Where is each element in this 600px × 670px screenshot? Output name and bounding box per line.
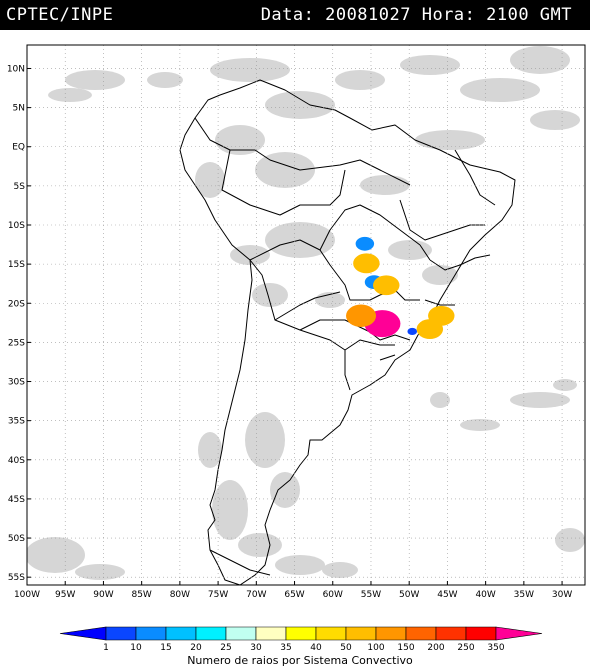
- colorbar-tick-label: 30: [250, 643, 262, 653]
- colorbar-tick-label: 1: [103, 643, 109, 653]
- colorbar-tick-label: 50: [340, 643, 352, 653]
- colorbar-swatch: [165, 626, 197, 641]
- colorbar-swatch: [315, 626, 347, 641]
- lat-tick-label: 35S: [8, 417, 25, 427]
- colorbar-swatch: [495, 626, 543, 641]
- lat-tick-label: 15S: [8, 260, 25, 270]
- lon-tick-label: 55W: [361, 590, 381, 600]
- colorbar-title: Numero de raios por Sistema Convectivo: [187, 654, 413, 667]
- colorbar-swatch: [465, 626, 497, 641]
- colorbar-swatch: [345, 626, 377, 641]
- colorbar-tick-label: 150: [397, 643, 414, 653]
- lightning-system: [355, 236, 375, 251]
- lon-tick-label: 65W: [284, 590, 304, 600]
- lightning-system: [353, 253, 380, 274]
- colorbar-tick-label: 25: [220, 643, 231, 653]
- colorbar-tick-label: 100: [367, 643, 384, 653]
- colorbar-tick-label: 350: [487, 643, 504, 653]
- colorbar-swatch: [285, 626, 317, 641]
- lat-tick-label: 20S: [8, 299, 25, 309]
- lon-tick-label: 30W: [552, 590, 572, 600]
- colorbar-tick-label: 15: [160, 643, 171, 653]
- map-header: CPTEC/INPE Data: 20081027 Hora: 2100 GMT: [0, 0, 590, 30]
- colorbar-swatch: [59, 626, 107, 641]
- colorbar-swatch: [435, 626, 467, 641]
- colorbar-tick-label: 40: [310, 643, 322, 653]
- lightning-systems: [346, 236, 455, 340]
- lon-tick-label: 75W: [208, 590, 228, 600]
- colorbar-swatch: [195, 626, 227, 641]
- colorbar-tick-label: 200: [427, 643, 444, 653]
- colorbar-swatch: [135, 626, 167, 641]
- lat-tick-label: 55S: [8, 573, 25, 583]
- colorbar-swatch: [375, 626, 407, 641]
- lat-tick-label: 30S: [8, 378, 25, 388]
- lat-tick-label: 5N: [13, 104, 25, 114]
- lat-tick-label: 5S: [14, 182, 26, 192]
- colorbar-swatch: [105, 626, 137, 641]
- lon-tick-label: 40W: [475, 590, 495, 600]
- lon-tick-label: 35W: [514, 590, 534, 600]
- colorbar-tick-label: 10: [130, 643, 142, 653]
- lat-tick-label: 40S: [8, 456, 25, 466]
- lat-tick-label: 25S: [8, 338, 25, 348]
- lat-tick-label: 45S: [8, 495, 25, 505]
- lat-tick-label: 10S: [8, 221, 25, 231]
- datetime-label: Data: 20081027 Hora: 2100 GMT: [260, 5, 572, 25]
- lat-tick-label: 10N: [7, 64, 25, 74]
- lon-tick-label: 100W: [14, 590, 40, 600]
- cloud-cover: [27, 46, 585, 580]
- colorbar-swatch: [255, 626, 287, 641]
- colorbar-tick-label: 35: [280, 643, 291, 653]
- colorbar-tick-label: 250: [457, 643, 474, 653]
- colorbar-swatch: [405, 626, 437, 641]
- lat-tick-label: 50S: [8, 534, 25, 544]
- axis-ticks: 10N 5N EQ 5S 10S 15S 20S 25S 30S 35S 40S 45S 50S 55S 1…: [7, 64, 573, 600]
- producer-label: CPTEC/INPE: [6, 5, 114, 25]
- lightning-system: [346, 304, 377, 328]
- lat-tick-label: EQ: [12, 143, 25, 153]
- colorbar-tick-label: 20: [190, 643, 202, 653]
- lightning-system: [428, 305, 455, 326]
- lon-tick-label: 90W: [93, 590, 113, 600]
- graticule: [27, 45, 585, 585]
- map-frame: [26, 44, 586, 586]
- lightning-system: [373, 275, 400, 296]
- lon-tick-label: 45W: [437, 590, 457, 600]
- lon-tick-label: 85W: [131, 590, 151, 600]
- lon-tick-label: 60W: [323, 590, 343, 600]
- lon-tick-label: 50W: [399, 590, 419, 600]
- colorbar-swatch: [225, 626, 257, 641]
- colorbar: 1 10 15 20 25 30 35 40 50 100 150 200 250 350: [59, 626, 543, 653]
- lightning-system: [407, 327, 418, 336]
- lon-tick-label: 80W: [170, 590, 190, 600]
- lon-tick-label: 95W: [55, 590, 75, 600]
- lon-tick-label: 70W: [246, 590, 266, 600]
